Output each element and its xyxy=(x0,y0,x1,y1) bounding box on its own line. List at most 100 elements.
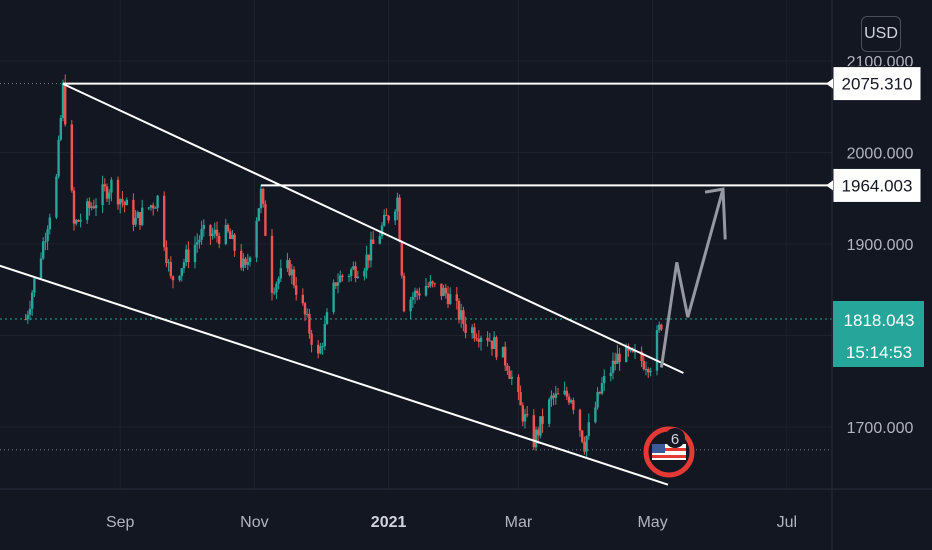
candle-body xyxy=(167,262,170,264)
candle-body xyxy=(200,229,203,240)
economic-event-badge[interactable]: 6 xyxy=(643,426,695,478)
us-flag-canton xyxy=(652,444,665,453)
candle-body xyxy=(537,429,540,436)
candle-body xyxy=(123,202,126,206)
candle-body xyxy=(655,330,659,371)
candle-body xyxy=(119,199,122,205)
candle-body xyxy=(264,203,267,236)
candle-body xyxy=(77,220,80,222)
candle-body xyxy=(88,201,91,208)
time-tick-label: 2021 xyxy=(371,514,407,531)
candle-body xyxy=(442,287,445,296)
candle-body xyxy=(380,225,384,237)
candle-body xyxy=(431,281,434,284)
candle-body xyxy=(625,346,628,362)
candle-body xyxy=(57,139,60,177)
candle-body xyxy=(28,308,32,315)
candle-body xyxy=(347,276,351,278)
candle-body xyxy=(152,205,155,209)
price-tag-pointer xyxy=(826,78,833,89)
countdown-label: 15:14:53 xyxy=(846,343,912,362)
candle-body xyxy=(242,258,245,268)
candle-body xyxy=(446,293,450,305)
candle-body xyxy=(24,319,27,321)
candle-body xyxy=(660,324,663,330)
candle-body xyxy=(411,296,414,300)
candle-body xyxy=(244,258,247,265)
candle-body xyxy=(325,312,329,325)
candle-body xyxy=(413,290,417,297)
candle-body xyxy=(383,214,386,226)
candle-body xyxy=(433,283,436,285)
candle-body xyxy=(163,195,166,248)
candle-body xyxy=(486,337,489,341)
candle-body xyxy=(295,285,298,295)
time-axis[interactable]: Sep Nov 2021 Mar May Jul xyxy=(106,514,797,531)
candle-body xyxy=(110,179,113,193)
candle-body xyxy=(70,124,73,191)
candle-body xyxy=(550,395,553,400)
candle-body xyxy=(396,197,399,212)
badge-count: 6 xyxy=(671,431,679,448)
candle-body xyxy=(273,292,276,294)
time-tick-label: Jul xyxy=(777,514,797,531)
candle-body xyxy=(369,239,373,261)
candle-body xyxy=(363,270,366,277)
candle-body xyxy=(198,239,201,243)
candle-body xyxy=(385,214,388,216)
candle-body xyxy=(501,346,505,358)
candle-body xyxy=(92,206,95,209)
last-price-tag xyxy=(833,300,924,367)
candle-body xyxy=(633,351,637,353)
channel-upper-line xyxy=(62,82,684,374)
candle-body xyxy=(231,234,234,239)
candle-body xyxy=(226,224,230,232)
candle-body xyxy=(147,207,150,209)
candle-body xyxy=(460,310,463,320)
candle-body xyxy=(240,250,243,268)
candle-body xyxy=(301,294,304,304)
price-tick-label: 2000.000 xyxy=(847,146,914,163)
candle-body xyxy=(618,353,621,362)
candle-body xyxy=(187,249,190,263)
candle-body xyxy=(416,290,419,294)
candle-body xyxy=(59,118,62,140)
candle-body xyxy=(275,283,278,293)
candle-body xyxy=(583,441,586,452)
candle-body xyxy=(477,339,480,342)
candle-body xyxy=(585,436,588,452)
candle-body xyxy=(193,244,197,263)
candle-body xyxy=(33,278,36,293)
candle-body xyxy=(402,275,406,312)
candle-body xyxy=(587,422,590,437)
candle-body xyxy=(246,262,249,265)
candle-body xyxy=(270,235,274,293)
candle-body xyxy=(616,353,619,364)
candle-body xyxy=(79,219,82,222)
candle-body xyxy=(61,82,65,119)
candle-body xyxy=(39,258,43,279)
candle-body xyxy=(336,282,340,286)
candle-body xyxy=(233,234,236,251)
candle-body xyxy=(154,207,157,209)
us-flag-stripe xyxy=(652,455,686,458)
candle-body xyxy=(202,224,205,230)
currency-button[interactable]: USD xyxy=(861,16,901,52)
candle-body xyxy=(72,190,76,224)
candle-body xyxy=(457,300,461,320)
drawings xyxy=(0,82,832,486)
candle-body xyxy=(116,179,120,205)
projection-arrowhead xyxy=(704,187,727,240)
candle-body xyxy=(308,313,311,334)
candle-body xyxy=(277,278,280,284)
candle-body xyxy=(279,268,282,279)
candle-body xyxy=(519,392,522,406)
candle-body xyxy=(46,229,49,242)
candle-body xyxy=(488,340,491,342)
candle-body xyxy=(444,287,447,294)
candle-body xyxy=(372,239,375,244)
candle-body xyxy=(647,369,650,373)
candle-body xyxy=(125,199,128,206)
